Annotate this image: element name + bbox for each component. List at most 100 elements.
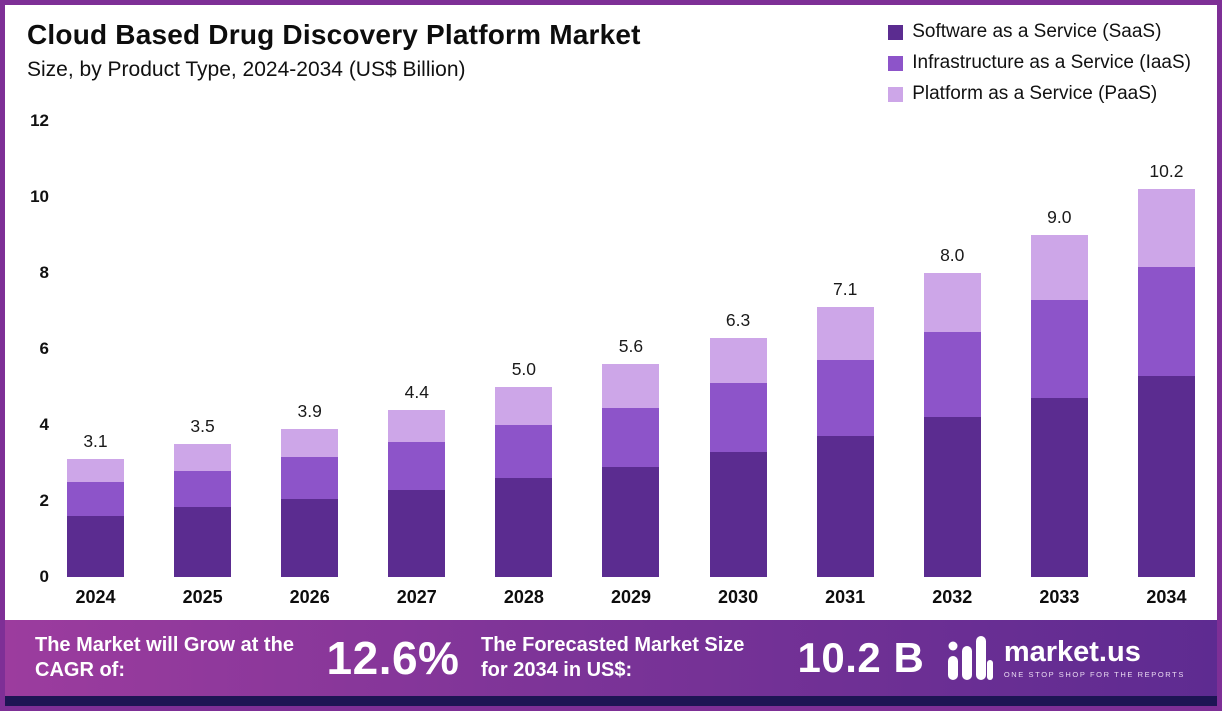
legend-item-iaas: Infrastructure as a Service (IaaS) — [888, 52, 1191, 74]
legend-label-saas: Software as a Service (SaaS) — [912, 21, 1162, 42]
legend-swatch-iaas — [888, 55, 904, 71]
bar-segment — [174, 444, 232, 471]
market-us-logo-icon — [947, 636, 993, 680]
bar-group: 4.4 — [388, 382, 446, 577]
x-axis-label: 2028 — [503, 587, 544, 607]
stacked-bar — [174, 444, 232, 577]
bar-segment — [495, 478, 553, 577]
x-axis-label: 2029 — [610, 587, 651, 607]
x-axis-labels: 2024 2025 2026 2027 2028 2029 2030 2031 2032 2033… — [61, 587, 1201, 608]
x-axis-label: 2033 — [1039, 587, 1080, 607]
bottom-banner: The Market will Grow at the CAGR of: 12.… — [5, 620, 1217, 696]
plot-wrap: 3.1 3.5 3.9 4.4 5.0 5.6 6.3 7.1 8.0 9.0 10.2 2024 2… — [61, 121, 1201, 608]
bar-segment — [1137, 267, 1195, 376]
x-axis-label: 2027 — [396, 587, 437, 607]
x-axis-label: 2024 — [75, 587, 116, 607]
bar-segment — [709, 451, 767, 577]
market-us-logo: market.us ONE STOP SHOP FOR THE REPORTS — [946, 634, 1185, 682]
bar-total-label: 5.6 — [618, 336, 644, 357]
bar-segment — [281, 457, 339, 500]
forecast-value: 10.2 B — [797, 634, 925, 681]
bar-segment — [495, 425, 553, 479]
bar-group: 10.2 — [1137, 161, 1195, 577]
bar-total-label: 3.9 — [297, 400, 322, 421]
y-tick-label: 2 — [39, 491, 49, 510]
bar-total-label: 9.0 — [1047, 207, 1072, 228]
bar-segment — [602, 364, 660, 408]
bar-segment — [923, 273, 981, 332]
bar-segment — [709, 337, 767, 384]
stacked-bar — [1030, 235, 1088, 577]
x-axis-label: 2034 — [1146, 587, 1187, 607]
bar-segment — [174, 470, 232, 507]
bar-group: 6.3 — [709, 310, 767, 577]
cagr-value: 12.6% — [326, 632, 460, 684]
bar-segment — [1137, 375, 1195, 577]
bar-segment — [1030, 235, 1088, 300]
stacked-bar — [495, 387, 553, 577]
stacked-bar — [602, 364, 660, 577]
bar-segment — [67, 459, 124, 483]
bar-segment — [923, 417, 981, 577]
bar-total-label: 10.2 — [1149, 161, 1184, 182]
bar-total-label: 8.0 — [940, 245, 965, 266]
header: Cloud Based Drug Discovery Platform Mark… — [5, 5, 1217, 107]
bar-group: 9.0 — [1030, 207, 1088, 577]
bar-group: 3.5 — [174, 416, 232, 577]
y-tick-label: 4 — [39, 415, 49, 434]
y-axis: 0 2 4 6 8 10 12 — [15, 111, 61, 586]
stacked-bar — [281, 428, 339, 577]
bar-group: 5.0 — [495, 359, 553, 577]
bar-segment — [923, 331, 981, 418]
chart-area: 0 2 4 6 8 10 12 3.1 3.5 3.9 4.4 5.0 5.6 6.3 7.1 8.0 9.0… — [5, 111, 1217, 608]
bar-group: 3.1 — [67, 431, 124, 577]
bar-segment — [709, 383, 767, 452]
bar-segment — [174, 506, 232, 577]
chart-subtitle: Size, by Product Type, 2024-2034 (US$ Bi… — [27, 58, 466, 81]
y-tick-label: 8 — [39, 263, 49, 282]
banner-wrap: The Market will Grow at the CAGR of: 12.… — [5, 620, 1217, 706]
y-tick-label: 0 — [39, 567, 49, 586]
logo-text: market.us ONE STOP SHOP FOR THE REPORTS — [1003, 635, 1185, 679]
y-tick-label: 12 — [30, 111, 49, 130]
bar-total-label: 3.5 — [190, 416, 215, 437]
bar-group: 3.9 — [281, 400, 339, 577]
stacked-bar — [923, 273, 981, 577]
stacked-bar — [67, 459, 124, 577]
stacked-bar — [1137, 189, 1195, 577]
bar-segment — [281, 499, 339, 577]
bar-segment — [67, 482, 124, 517]
bar-segment — [602, 407, 660, 467]
y-tick-label: 6 — [39, 339, 49, 358]
legend-swatch-saas — [888, 24, 904, 40]
bar-total-label: 3.1 — [83, 431, 108, 452]
bar-group: 8.0 — [923, 245, 981, 577]
x-axis-label: 2031 — [825, 587, 866, 607]
bar-group: 5.6 — [602, 336, 660, 577]
bar-segment — [67, 516, 124, 577]
bar-segment — [388, 489, 446, 577]
bar-segment — [1030, 299, 1088, 399]
stacked-bar — [816, 307, 874, 577]
legend-swatch-paas — [888, 86, 904, 102]
legend-label-iaas: Infrastructure as a Service (IaaS) — [912, 52, 1191, 73]
bar-group: 7.1 — [816, 279, 874, 577]
bar-segment — [1030, 398, 1088, 577]
legend-item-paas: Platform as a Service (PaaS) — [888, 83, 1191, 105]
legend: Software as a Service (SaaS) Infrastruct… — [888, 19, 1195, 105]
bar-segment — [816, 436, 874, 577]
brand-name: market.us — [1003, 635, 1141, 668]
bar-segment — [388, 409, 446, 443]
bar-total-label: 7.1 — [832, 279, 858, 300]
legend-item-saas: Software as a Service (SaaS) — [888, 21, 1191, 43]
x-axis-label: 2025 — [182, 587, 223, 607]
forecast-label: The Forecasted Market Size for 2034 in U… — [481, 634, 745, 681]
bar-segment — [602, 466, 660, 577]
bar-segment — [495, 387, 553, 426]
x-axis-label: 2030 — [718, 587, 759, 607]
x-axis-label: 2026 — [289, 587, 330, 607]
cagr-label: The Market will Grow at the CAGR of: — [35, 634, 294, 681]
chart-title: Cloud Based Drug Discovery Platform Mark… — [27, 19, 641, 50]
brand-tagline: ONE STOP SHOP FOR THE REPORTS — [1003, 669, 1185, 679]
